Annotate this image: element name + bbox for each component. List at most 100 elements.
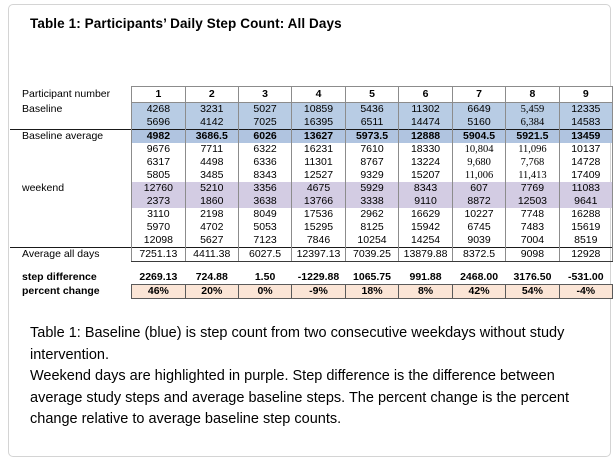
cell: 8125: [344, 221, 400, 234]
cell: 10,804: [451, 143, 507, 156]
cell: 5970: [131, 221, 186, 234]
cell: 6649: [451, 102, 507, 116]
cell: 18330: [398, 143, 453, 156]
cell: 8519: [558, 234, 613, 248]
cell: 2: [184, 86, 239, 103]
cell: -9%: [291, 284, 346, 299]
cell: 5696: [131, 116, 186, 130]
cell: 14728: [558, 156, 613, 169]
spacer-cell: [132, 262, 613, 272]
cell: 8%: [398, 284, 453, 299]
cell: 7711: [184, 143, 239, 156]
cell: 8: [505, 86, 560, 103]
cell: 15207: [398, 169, 453, 182]
cell: 10254: [344, 234, 400, 248]
cell: 5,459: [505, 102, 560, 116]
cell: 4675: [291, 182, 346, 195]
cell: -4%: [558, 284, 613, 299]
cell: 17536: [291, 208, 346, 221]
cell: 11301: [291, 156, 346, 169]
cell: 991.88: [409, 271, 442, 283]
cell: 8767: [344, 156, 400, 169]
table-row-baseline-average-2: Baseline average 4982 3686.5 6026 13627 5973.…: [10, 129, 613, 143]
table-title: Table 1: Participants’ Daily Step Count:…: [30, 16, 342, 31]
row-label: [10, 195, 132, 208]
cell: 10137: [558, 143, 613, 156]
cell: 8372.5: [451, 247, 507, 262]
cell: 9: [558, 86, 613, 103]
cell: 3: [237, 86, 293, 103]
cell: 20%: [184, 284, 239, 299]
table-row-average-11: Average all days 7251.13 4411.38 6027.5 1239…: [10, 247, 613, 262]
cell: 10227: [451, 208, 507, 221]
cell: 9098: [505, 247, 560, 262]
cell: 4982: [131, 129, 186, 143]
cell: 7251.13: [131, 247, 186, 262]
cell: 6322: [237, 143, 293, 156]
cell: 5: [344, 86, 400, 103]
row-label: step difference: [22, 271, 97, 284]
cell: 6745: [451, 221, 507, 234]
row-label: [10, 156, 132, 169]
cell: 3110: [131, 208, 186, 221]
cell: 18%: [344, 284, 400, 299]
cell: 5027: [237, 102, 293, 116]
row-label: Baseline: [22, 102, 63, 115]
cell: 1.50: [254, 271, 276, 283]
cell: 3176.50: [513, 271, 552, 283]
cell: 9110: [398, 195, 453, 208]
cell: -531.00: [568, 271, 604, 283]
cell: 4498: [184, 156, 239, 169]
cell: 15619: [558, 221, 613, 234]
cell: 3338: [344, 195, 400, 208]
cell: -1229.88: [297, 271, 340, 283]
caption-paragraph-1: Table 1: Baseline (blue) is step count f…: [30, 325, 565, 363]
table-caption: Table 1: Baseline (blue) is step count f…: [30, 323, 605, 431]
cell: 16629: [398, 208, 453, 221]
cell: 11302: [398, 102, 453, 116]
cell: 46%: [131, 284, 186, 299]
cell: 13627: [291, 129, 346, 143]
cell: 1065.75: [353, 271, 391, 283]
cell: 9641: [558, 195, 613, 208]
caption-paragraph-2: Weekend days are highlighted in purple. …: [30, 368, 569, 427]
cell: 1860: [184, 195, 239, 208]
cell: 7846: [291, 234, 346, 248]
table-row-plain-4: 6317 4498 6336 11301 8767 13224 9,680 7,768 1472…: [10, 156, 613, 169]
table-row-plain-8: 3110 2198 8049 17536 2962 16629 10227 7748 16288: [10, 208, 613, 221]
cell: 7004: [505, 234, 560, 248]
cell: 7769: [505, 182, 560, 195]
cell: 16231: [291, 143, 346, 156]
cell: 13224: [398, 156, 453, 169]
cell: 9,680: [451, 156, 507, 169]
cell: 724.88: [195, 271, 228, 283]
cell: 16395: [291, 116, 346, 130]
cell: 12760: [131, 182, 186, 195]
table-row-header: Participant number 1 2 3 4 5 6 7 8 9: [10, 86, 613, 103]
cell: 12098: [131, 234, 186, 248]
cell: 14474: [398, 116, 453, 130]
table-row-weekend-7: 2373 1860 3638 13766 3338 9110 8872 12503 9641: [10, 195, 613, 208]
cell: 4: [291, 86, 346, 103]
step-count-table: Participant number 1 2 3 4 5 6 7 8 9 Baseline 4268 3…: [10, 86, 613, 299]
cell: 5160: [451, 116, 507, 130]
cell: 8343: [237, 169, 293, 182]
cell: 10859: [291, 102, 346, 116]
cell: 5929: [344, 182, 400, 195]
cell: 11,006: [451, 169, 507, 182]
table-row-difference-0: step difference 2269.13 724.88 1.50 -1229.88…: [10, 271, 613, 285]
row-label: percent change: [22, 285, 100, 297]
cell: 3356: [237, 182, 293, 195]
cell: 12888: [398, 129, 453, 143]
cell: 6,384: [505, 116, 560, 130]
cell: 12335: [558, 102, 613, 116]
table-row-plain-10: 12098 5627 7123 7846 10254 14254 9039 7004 8519: [10, 234, 613, 248]
table-row-baseline-0: Baseline 4268 3231 5027 10859 5436 11302 6649 5,…: [10, 102, 613, 116]
table-row-weekend-6: weekend 12760 5210 3356 4675 5929 8343 607 7769 1…: [10, 182, 613, 195]
cell: 17409: [558, 169, 613, 182]
cell: 607: [451, 182, 507, 195]
row-label: weekend: [22, 182, 65, 194]
cell: 15942: [398, 221, 453, 234]
cell: 7123: [237, 234, 293, 248]
cell: 54%: [505, 284, 560, 299]
